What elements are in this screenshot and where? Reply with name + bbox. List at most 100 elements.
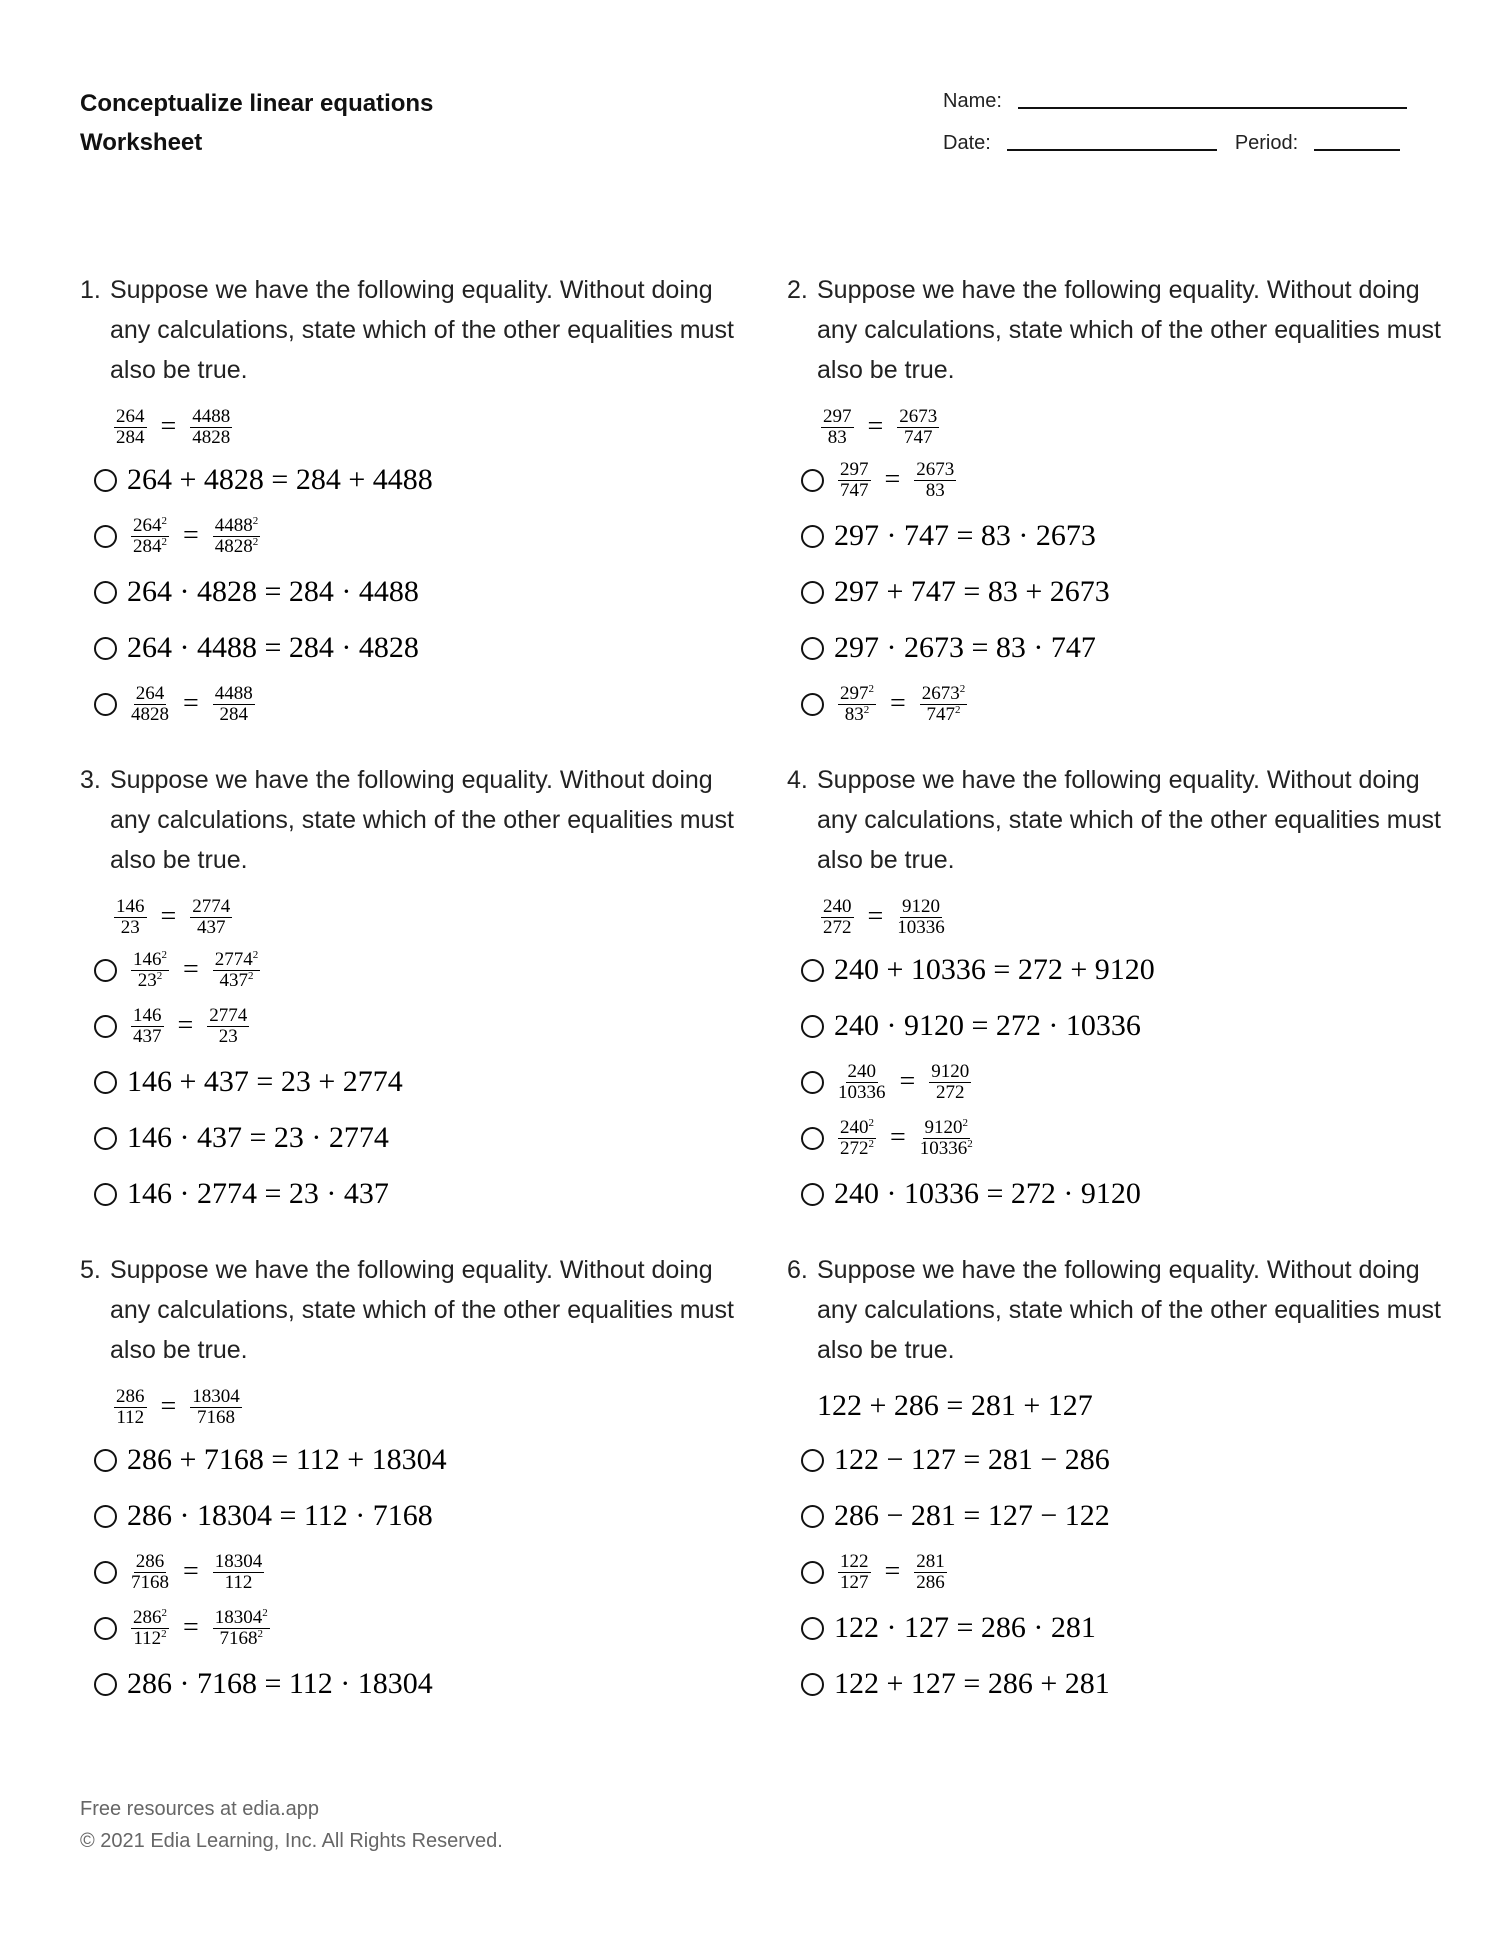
radio-circle-icon[interactable] — [801, 1126, 824, 1150]
question-text: Suppose we have the following equality. … — [110, 276, 734, 384]
answer-option[interactable]: 2972 832 = 26732 7472 — [801, 676, 1467, 732]
radio-circle-icon[interactable] — [94, 468, 117, 492]
radio-circle-icon[interactable] — [94, 580, 117, 604]
numerator: 286 — [114, 1386, 147, 1408]
answer-option[interactable]: 240 · 9120 = 272 · 10336 — [801, 998, 1467, 1054]
answer-option[interactable]: 264 · 4828 = 284 · 4488 — [94, 564, 760, 620]
answer-option[interactable]: 146 437 = 2774 23 — [94, 998, 760, 1054]
answer-option[interactable]: 264 + 4828 = 284 + 4488 — [94, 452, 760, 508]
equals-sign: = — [884, 1556, 901, 1587]
denominator: 437 — [197, 916, 226, 938]
fraction: 122 127 — [838, 1551, 871, 1593]
question-prompt: 6. Suppose we have the following equality… — [787, 1250, 1467, 1370]
radio-circle-icon[interactable] — [801, 580, 824, 604]
answer-option[interactable]: 122 · 127 = 286 · 281 — [801, 1600, 1467, 1656]
radio-circle-icon[interactable] — [94, 1616, 117, 1640]
radio-circle-icon[interactable] — [801, 1616, 824, 1640]
answer-option[interactable]: 122 − 127 = 281 − 286 — [801, 1432, 1467, 1488]
answer-option[interactable]: 146 · 437 = 23 · 2774 — [94, 1110, 760, 1166]
numerator: 264 — [114, 406, 147, 428]
answer-option[interactable]: 297 747 = 2673 83 — [801, 452, 1467, 508]
date-line[interactable] — [1006, 148, 1217, 151]
answer-option[interactable]: 286 − 281 = 127 − 122 — [801, 1488, 1467, 1544]
radio-circle-icon[interactable] — [801, 1070, 824, 1094]
denominator-value: 112 — [224, 1571, 253, 1593]
radio-circle-icon[interactable] — [801, 1182, 824, 1206]
exponent: 2 — [262, 1606, 268, 1619]
answer-option[interactable]: 297 + 747 = 83 + 2673 — [801, 564, 1467, 620]
radio-circle-icon[interactable] — [94, 636, 117, 660]
numerator: 4488 — [190, 406, 233, 428]
numerator-value: 286 — [133, 1606, 162, 1628]
numerator: 2774 — [207, 1005, 250, 1027]
radio-circle-icon[interactable] — [94, 1014, 117, 1038]
answer-option[interactable]: 240 + 10336 = 272 + 9120 — [801, 942, 1467, 998]
answer-option[interactable]: 1462 232 = 27742 4372 — [94, 942, 760, 998]
radio-circle-icon[interactable] — [801, 636, 824, 660]
question-text: Suppose we have the following equality. … — [110, 766, 734, 874]
equation-text: 146 · 2774 = 23 · 437 — [127, 1177, 389, 1210]
answer-option[interactable]: 297 · 2673 = 83 · 747 — [801, 620, 1467, 676]
radio-circle-icon[interactable] — [94, 1182, 117, 1206]
name-line[interactable] — [1017, 106, 1407, 109]
answer-option[interactable]: 264 · 4488 = 284 · 4828 — [94, 620, 760, 676]
radio-circle-icon[interactable] — [801, 1560, 824, 1584]
denominator: 7168 — [197, 1407, 235, 1428]
radio-circle-icon[interactable] — [94, 1126, 117, 1150]
period-line[interactable] — [1314, 148, 1401, 151]
given-equation: 286 112 = 18304 7168 — [110, 1382, 760, 1432]
radio-circle-icon[interactable] — [801, 692, 824, 716]
denominator: 83 — [828, 427, 847, 448]
radio-circle-icon[interactable] — [801, 1672, 824, 1696]
denominator: 284 — [219, 703, 249, 725]
denominator: 4828 — [131, 704, 169, 725]
answer-option[interactable]: 240 · 10336 = 272 · 9120 — [801, 1166, 1467, 1222]
answer-option[interactable]: 286 · 7168 = 112 · 18304 — [94, 1656, 760, 1712]
answer-option[interactable]: 122 127 = 281 286 — [801, 1544, 1467, 1600]
answer-option[interactable]: 286 · 18304 = 112 · 7168 — [94, 1488, 760, 1544]
answer-option[interactable]: 2642 2842 = 44882 48282 — [94, 508, 760, 564]
denominator: 232 — [138, 969, 163, 991]
radio-circle-icon[interactable] — [94, 958, 117, 982]
question-6: 6. Suppose we have the following equality… — [787, 1250, 1467, 1712]
question-text: Suppose we have the following equality. … — [817, 1256, 1441, 1364]
answer-option[interactable]: 297 · 747 = 83 · 2673 — [801, 508, 1467, 564]
radio-circle-icon[interactable] — [94, 524, 117, 548]
denominator-value: 284 — [219, 703, 249, 725]
radio-circle-icon[interactable] — [94, 1448, 117, 1472]
numerator: 281 — [914, 1551, 947, 1573]
radio-circle-icon[interactable] — [94, 692, 117, 716]
exponent: 2 — [156, 969, 163, 982]
answer-option[interactable]: 146 + 437 = 23 + 2774 — [94, 1054, 760, 1110]
answer-option[interactable]: 286 7168 = 18304 112 — [94, 1544, 760, 1600]
radio-circle-icon[interactable] — [94, 1560, 117, 1584]
denominator-value: 437 — [197, 916, 226, 938]
title-line-1: Conceptualize linear equations — [80, 90, 434, 117]
title-line-2: Worksheet — [80, 129, 203, 156]
date-label: Date: — [943, 132, 991, 154]
answer-option[interactable]: 2402 2722 = 91202 103362 — [801, 1110, 1467, 1166]
radio-circle-icon[interactable] — [801, 524, 824, 548]
radio-circle-icon[interactable] — [94, 1672, 117, 1696]
radio-circle-icon[interactable] — [801, 958, 824, 982]
radio-circle-icon[interactable] — [801, 1014, 824, 1038]
answer-option[interactable]: 240 10336 = 9120 272 — [801, 1054, 1467, 1110]
denominator-value: 284 — [133, 535, 162, 557]
radio-circle-icon[interactable] — [801, 468, 824, 492]
denominator: 747 — [904, 427, 933, 448]
radio-circle-icon[interactable] — [94, 1504, 117, 1528]
fraction: 146 437 — [131, 1005, 164, 1047]
radio-circle-icon[interactable] — [94, 1070, 117, 1094]
answer-option[interactable]: 122 + 127 = 286 + 281 — [801, 1656, 1467, 1712]
denominator: 10336 — [897, 917, 945, 938]
answer-option[interactable]: 2862 1122 = 183042 71682 — [94, 1600, 760, 1656]
exponent: 2 — [863, 703, 870, 716]
answer-option[interactable]: 286 + 7168 = 112 + 18304 — [94, 1432, 760, 1488]
denominator-value: 23 — [218, 1025, 238, 1047]
answer-option[interactable]: 264 4828 = 4488 284 — [94, 676, 760, 732]
fraction: 281 286 — [914, 1551, 947, 1593]
name-field: Name: — [943, 90, 1407, 113]
radio-circle-icon[interactable] — [801, 1448, 824, 1472]
answer-option[interactable]: 146 · 2774 = 23 · 437 — [94, 1166, 760, 1222]
radio-circle-icon[interactable] — [801, 1504, 824, 1528]
